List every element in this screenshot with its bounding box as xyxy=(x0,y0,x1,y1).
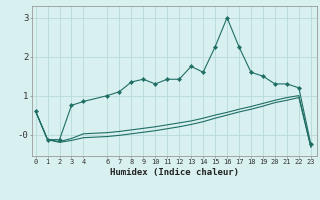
X-axis label: Humidex (Indice chaleur): Humidex (Indice chaleur) xyxy=(110,168,239,177)
